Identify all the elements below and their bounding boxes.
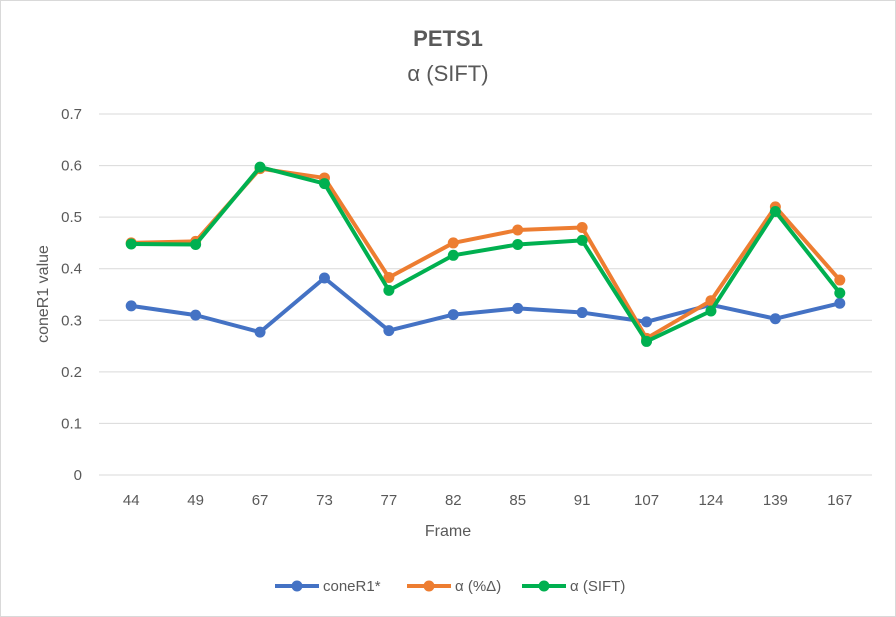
data-point: [125, 300, 137, 312]
chart-title: PETS1: [413, 26, 483, 51]
data-point: [254, 326, 266, 338]
data-point: [447, 249, 459, 261]
data-point: [190, 238, 202, 250]
data-point: [705, 305, 717, 317]
data-point: [769, 205, 781, 217]
x-tick-label: 167: [827, 492, 852, 509]
x-tick-label: 44: [123, 492, 140, 509]
data-point: [512, 238, 524, 250]
gridlines: [99, 113, 872, 476]
x-tick-label: 49: [187, 492, 204, 509]
y-tick-label: 0.2: [61, 364, 82, 381]
x-tick-label: 91: [574, 492, 591, 509]
series-1: [125, 272, 846, 338]
chart-subtitle: α (SIFT): [407, 61, 488, 86]
y-tick-label: 0.1: [61, 415, 82, 432]
data-point: [254, 161, 266, 173]
data-point: [512, 224, 524, 236]
data-point: [834, 297, 846, 309]
data-point: [125, 238, 137, 250]
data-point: [383, 284, 395, 296]
data-point: [190, 309, 202, 321]
legend: coneR1* α (%Δ) α (SIFT): [275, 578, 625, 595]
legend-item: α (SIFT): [522, 578, 625, 595]
y-tick-label: 0.5: [61, 209, 82, 226]
legend-marker: [423, 580, 435, 592]
y-tick-label: 0.6: [61, 158, 82, 175]
series-group: [125, 161, 846, 347]
x-axis-ticks: 44 49 67 73 77 82 85 91 107 124 139 167: [123, 492, 852, 509]
y-tick-label: 0.7: [61, 106, 82, 123]
data-point: [641, 316, 653, 328]
data-point: [576, 307, 588, 319]
data-point: [576, 234, 588, 246]
series-3: [125, 161, 846, 347]
data-point: [834, 287, 846, 299]
data-point: [447, 309, 459, 321]
series-line: [129, 275, 842, 335]
x-tick-label: 85: [509, 492, 526, 509]
x-tick-label: 77: [381, 492, 398, 509]
legend-label: α (SIFT): [570, 578, 625, 595]
legend-marker: [291, 580, 303, 592]
x-tick-label: 67: [252, 492, 269, 509]
data-point: [834, 274, 846, 286]
y-axis-title: coneR1 value: [35, 245, 52, 343]
y-tick-label: 0.3: [61, 312, 82, 329]
y-tick-label: 0.4: [61, 261, 82, 278]
x-tick-label: 82: [445, 492, 462, 509]
data-point: [769, 313, 781, 325]
data-point: [576, 221, 588, 233]
series-2: [125, 163, 846, 344]
data-point: [447, 237, 459, 249]
legend-item: coneR1*: [275, 578, 381, 595]
data-point: [383, 271, 395, 283]
legend-item: α (%Δ): [407, 578, 501, 595]
data-point: [318, 272, 330, 284]
x-axis-title: Frame: [425, 523, 471, 540]
x-tick-label: 124: [698, 492, 723, 509]
data-point: [383, 325, 395, 337]
y-axis-ticks: 0 0.1 0.2 0.3 0.4 0.5 0.6 0.7: [61, 106, 82, 484]
y-tick-label: 0: [74, 467, 82, 484]
data-point: [512, 302, 524, 314]
data-point: [318, 178, 330, 190]
legend-marker: [538, 580, 550, 592]
series-line: [129, 165, 842, 344]
x-tick-label: 139: [763, 492, 788, 509]
x-tick-label: 73: [316, 492, 333, 509]
legend-label: α (%Δ): [455, 578, 501, 595]
data-point: [641, 335, 653, 347]
legend-label: coneR1*: [323, 578, 381, 595]
x-tick-label: 107: [634, 492, 659, 509]
